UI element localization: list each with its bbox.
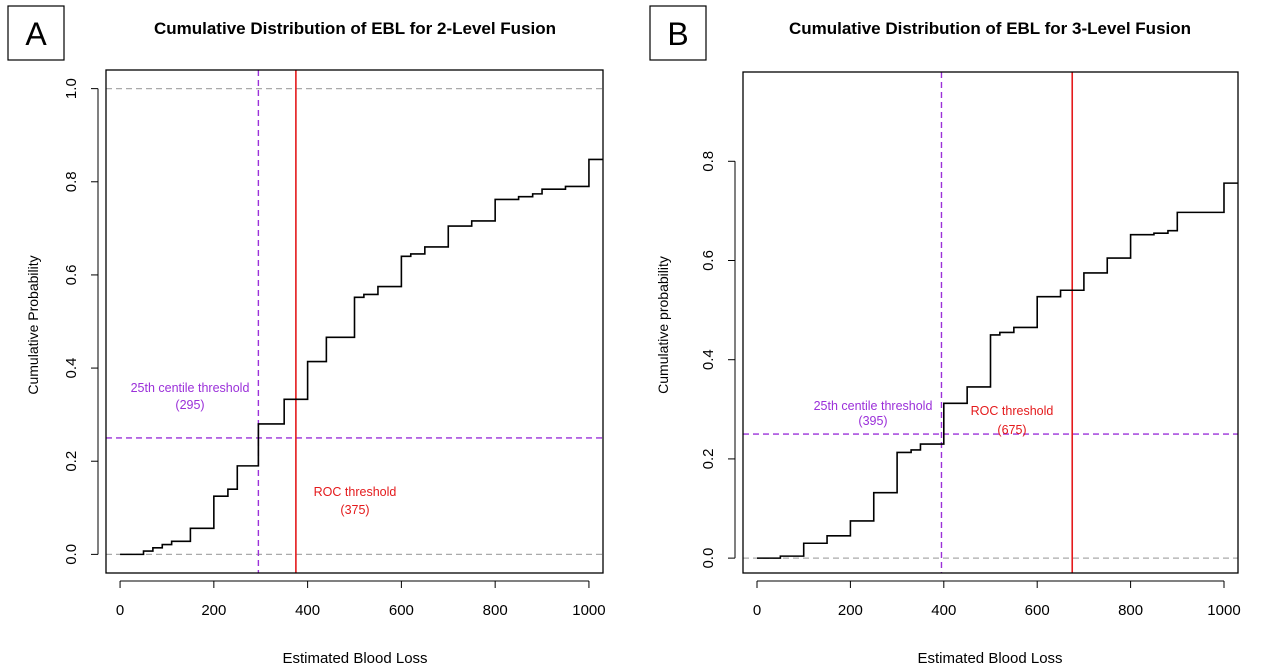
panel-b-x-tick-label-4: 800 bbox=[1118, 602, 1143, 619]
panel-a-roc-label: ROC threshold bbox=[314, 485, 397, 499]
panel-a-y-tick-label-0: 0.0 bbox=[63, 544, 80, 565]
panel-a-x-tick-label-3: 600 bbox=[389, 602, 414, 619]
panel-a-letter: A bbox=[25, 16, 47, 52]
panel-a-centile-value-label: (295) bbox=[175, 398, 204, 412]
panel-b-title: Cumulative Distribution of EBL for 3-Lev… bbox=[789, 19, 1191, 38]
panel-a-title: Cumulative Distribution of EBL for 2-Lev… bbox=[154, 19, 556, 38]
panel-a-y-tick-label-1: 0.2 bbox=[63, 451, 80, 472]
panel-a-roc-value-label: (375) bbox=[340, 503, 369, 517]
panel-a-centile-label: 25th centile threshold bbox=[131, 381, 250, 395]
panel-a-ecdf-step-line bbox=[120, 158, 603, 556]
panel-b-y-tick-label-4: 0.8 bbox=[700, 151, 717, 172]
panel-b-letter-box bbox=[649, 5, 707, 61]
panel-a-x-tick-label-4: 800 bbox=[483, 602, 508, 619]
panel-b: B Cumulative Distribution of EBL for 3-L… bbox=[649, 5, 1241, 667]
panel-b-letter: B bbox=[667, 16, 688, 52]
panel-a-plot-frame bbox=[105, 69, 604, 574]
panel-b-centile-value-label: (395) bbox=[858, 414, 887, 428]
panel-a-x-tick-label-5: 1000 bbox=[572, 602, 605, 619]
panel-a-y-tick-label-2: 0.4 bbox=[63, 358, 80, 379]
panel-b-x-tick-label-5: 1000 bbox=[1207, 602, 1240, 619]
panel-b-x-tick-label-0: 0 bbox=[753, 602, 761, 619]
panel-b-roc-label: ROC threshold bbox=[971, 404, 1054, 418]
panel-a-y-tick-label-3: 0.6 bbox=[63, 264, 80, 285]
panel-a-x-axis-label: Estimated Blood Loss bbox=[282, 650, 427, 667]
panel-b-roc-value-label: (675) bbox=[997, 423, 1026, 437]
panel-a-y-tick-label-5: 1.0 bbox=[63, 78, 80, 99]
panel-a-x-tick-label-1: 200 bbox=[201, 602, 226, 619]
panel-a: A Cumulative Distribution of EBL for 2-L… bbox=[7, 5, 606, 667]
panel-a-x-tick-label-0: 0 bbox=[116, 602, 124, 619]
panel-b-plot: 25th centile threshold(395) ROC threshold… bbox=[700, 71, 1241, 619]
panel-b-x-axis-label: Estimated Blood Loss bbox=[917, 650, 1062, 667]
panel-a-y-axis-label: Cumulative Probability bbox=[25, 255, 41, 394]
panel-a-x-tick-label-2: 400 bbox=[295, 602, 320, 619]
panel-a-letter-box bbox=[7, 5, 65, 61]
panel-b-x-tick-label-1: 200 bbox=[838, 602, 863, 619]
panel-b-plot-frame bbox=[742, 71, 1239, 574]
panel-a-y-tick-label-4: 0.8 bbox=[63, 171, 80, 192]
panel-b-ecdf-step-line bbox=[757, 182, 1238, 559]
panel-b-centile-label: 25th centile threshold bbox=[814, 399, 933, 413]
panel-b-y-axis-label: Cumulative probability bbox=[655, 256, 671, 394]
panel-b-y-tick-label-2: 0.4 bbox=[700, 349, 717, 370]
panel-b-y-tick-label-1: 0.2 bbox=[700, 448, 717, 469]
panel-a-plot: 25th centile threshold (295) ROC threshold… bbox=[63, 69, 606, 619]
panel-b-y-tick-label-0: 0.0 bbox=[700, 548, 717, 569]
panel-b-x-tick-label-2: 400 bbox=[931, 602, 956, 619]
panel-b-x-tick-label-3: 600 bbox=[1025, 602, 1050, 619]
panel-b-y-tick-label-3: 0.6 bbox=[700, 250, 717, 271]
